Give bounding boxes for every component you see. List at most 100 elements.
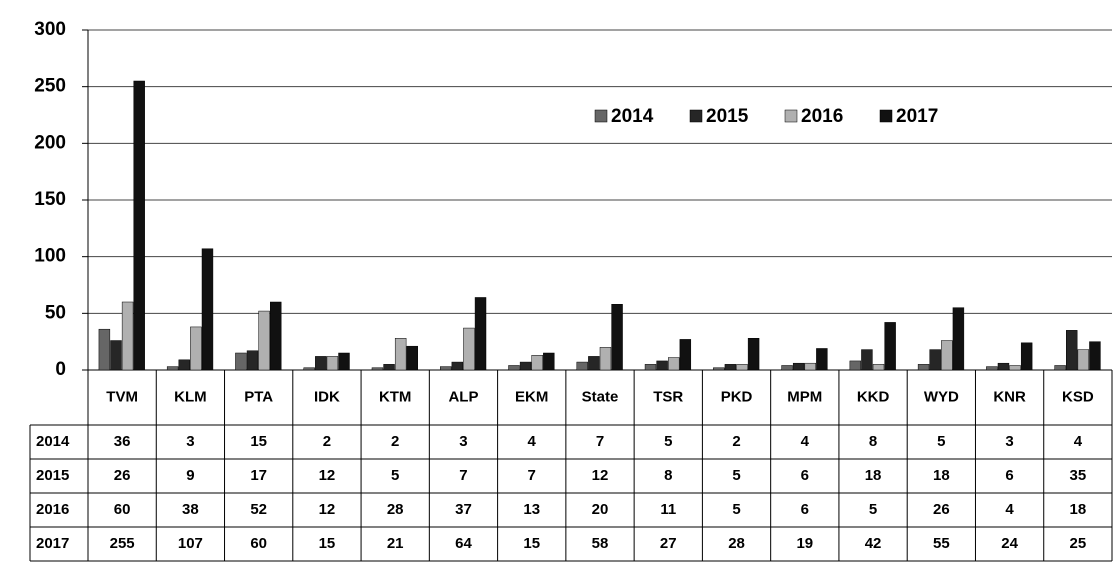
bar [110, 340, 122, 371]
legend-label: 2017 [896, 106, 938, 127]
table-value: 52 [250, 501, 267, 518]
table-value: 7 [596, 433, 604, 450]
bar [644, 364, 657, 371]
x-tick-label: TSR [653, 388, 683, 405]
y-tick-label: 300 [34, 19, 66, 40]
table-value: 8 [664, 467, 672, 484]
table-value: 28 [387, 501, 404, 518]
table-value: 60 [250, 535, 267, 552]
table-value: 15 [319, 535, 336, 552]
bar [713, 367, 725, 371]
bar [201, 248, 214, 371]
legend-swatch [879, 109, 893, 123]
bar [270, 301, 282, 371]
bar [1020, 342, 1033, 371]
table-value: 60 [114, 501, 131, 518]
table-value: 4 [1074, 433, 1083, 450]
table-value: 18 [865, 467, 882, 484]
bar [792, 362, 805, 371]
table-value: 2 [732, 433, 740, 450]
legend-swatch [784, 109, 798, 123]
bar [258, 310, 270, 371]
bar [952, 307, 965, 371]
bar [440, 366, 452, 371]
table-value: 7 [528, 467, 536, 484]
bar [588, 356, 600, 371]
x-tick-label: TVM [106, 388, 138, 405]
bar [884, 322, 896, 371]
x-tick-label: EKM [515, 388, 548, 405]
row-label: 2017 [36, 535, 69, 552]
bar [576, 361, 588, 371]
bar [724, 364, 737, 371]
bar [736, 364, 748, 371]
legend-label: 2015 [706, 106, 749, 127]
bar [406, 345, 418, 371]
table-value: 5 [937, 433, 945, 450]
table-value: 19 [796, 535, 813, 552]
table-value: 21 [387, 535, 404, 552]
table-value: 4 [528, 433, 537, 450]
bar [941, 340, 953, 371]
table-value: 15 [250, 433, 267, 450]
table-value: 12 [319, 467, 336, 484]
table-value: 5 [869, 501, 877, 518]
bar [781, 365, 793, 371]
table-value: 27 [660, 535, 677, 552]
bar [463, 327, 475, 371]
x-tick-label: KTM [379, 388, 412, 405]
y-tick-label: 50 [45, 302, 66, 323]
table-value: 4 [1005, 501, 1014, 518]
y-tick-label: 150 [34, 189, 66, 210]
x-tick-label: KSD [1062, 388, 1094, 405]
bar [303, 367, 315, 371]
table-value: 25 [1070, 535, 1087, 552]
x-tick-label: ALP [448, 388, 478, 405]
table-value: 58 [592, 535, 609, 552]
table-value: 28 [728, 535, 745, 552]
bar [917, 364, 930, 371]
table-value: 5 [391, 467, 399, 484]
bar [383, 364, 395, 371]
bar [98, 328, 111, 371]
y-tick-label: 200 [34, 132, 66, 153]
x-tick-label: State [582, 388, 619, 405]
bar [235, 352, 247, 371]
bar [816, 348, 828, 371]
table-value: 12 [592, 467, 609, 484]
table-value: 3 [459, 433, 467, 450]
table-value: 5 [732, 467, 740, 484]
legend-swatch [689, 109, 703, 123]
bar [679, 339, 692, 371]
bar [656, 360, 668, 371]
bar [611, 304, 623, 371]
table-value: 18 [933, 467, 950, 484]
table-value: 12 [319, 501, 336, 518]
bar [508, 365, 520, 371]
bar [986, 366, 998, 371]
bar [1054, 365, 1066, 371]
bar [849, 360, 862, 371]
table-value: 37 [455, 501, 472, 518]
bar [166, 366, 179, 371]
table-value: 2 [391, 433, 399, 450]
row-label: 2014 [36, 433, 70, 450]
bar [178, 359, 190, 371]
bar [315, 356, 327, 371]
table-value: 35 [1070, 467, 1087, 484]
table-value: 38 [182, 501, 199, 518]
bar [338, 352, 350, 371]
bar [872, 364, 885, 371]
bar [1066, 330, 1078, 371]
row-label: 2015 [36, 467, 69, 484]
bar [997, 362, 1010, 371]
table-value: 26 [933, 501, 950, 518]
table-value: 6 [801, 467, 809, 484]
bar [1077, 349, 1090, 371]
bar [451, 361, 464, 371]
table-value: 20 [592, 501, 609, 518]
x-tick-label: PKD [721, 388, 753, 405]
table-value: 3 [1005, 433, 1013, 450]
bar [246, 350, 259, 371]
